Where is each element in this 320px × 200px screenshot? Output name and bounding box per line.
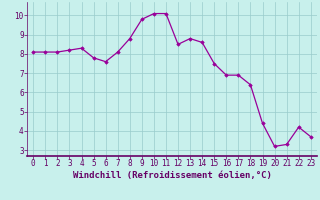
- X-axis label: Windchill (Refroidissement éolien,°C): Windchill (Refroidissement éolien,°C): [73, 171, 271, 180]
